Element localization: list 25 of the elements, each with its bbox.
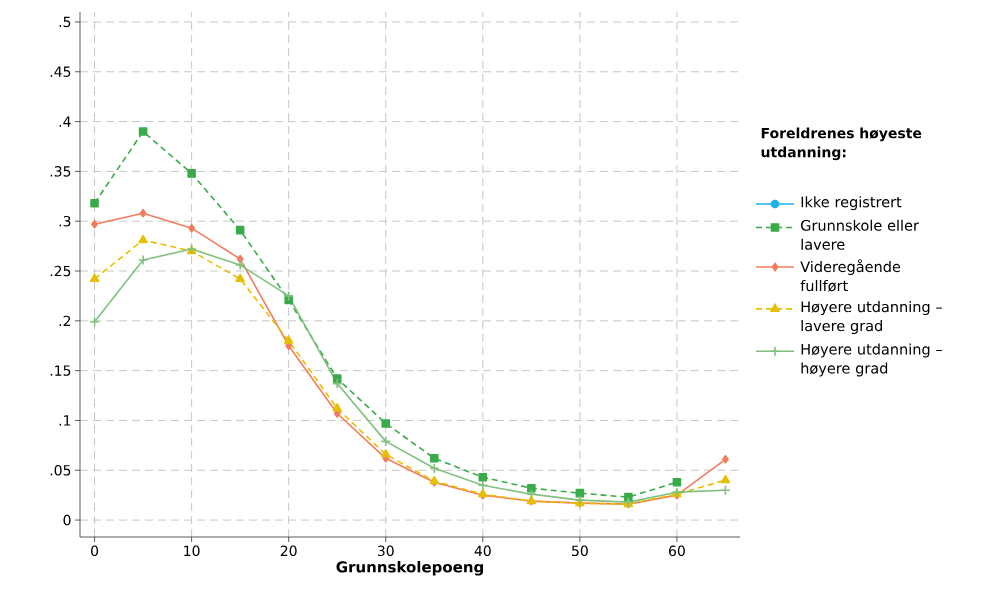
y-tick-label: .2	[59, 315, 71, 327]
x-tick-label: 50	[572, 545, 588, 557]
y-tick-label: .5	[59, 16, 71, 28]
legend-label: Høyere utdanning – lavere grad	[801, 301, 943, 335]
legend-label: Ikke registrert	[801, 196, 902, 211]
legend-title: Foreldrenes høyeste utdanning:	[761, 127, 922, 161]
x-tick-label: 40	[474, 545, 491, 557]
y-tick-label: 0	[63, 514, 71, 526]
y-tick-label: .3	[59, 215, 71, 227]
y-tick-label: .1	[59, 415, 71, 426]
y-tick-label: .05	[50, 464, 71, 476]
x-tick-label: 30	[377, 545, 394, 557]
x-tick-label: 10	[184, 545, 200, 557]
x-tick-label: 20	[280, 545, 297, 557]
y-tick-label: .15	[50, 365, 71, 376]
legend-label: Høyere utdanning – høyere grad	[801, 343, 943, 377]
y-tick-label: .4	[59, 116, 71, 127]
y-tick-label: .35	[50, 166, 71, 177]
x-tick-label: 60	[669, 545, 685, 557]
y-tick-label: .25	[50, 265, 71, 277]
y-tick-label: .45	[50, 66, 71, 77]
legend-label: Grunnskole eller lavere	[801, 219, 919, 250]
legend-label: Videregående fullført	[800, 259, 901, 292]
x-axis-title: Grunnskolepoeng	[336, 560, 484, 576]
x-tick-label: 0	[91, 545, 99, 557]
